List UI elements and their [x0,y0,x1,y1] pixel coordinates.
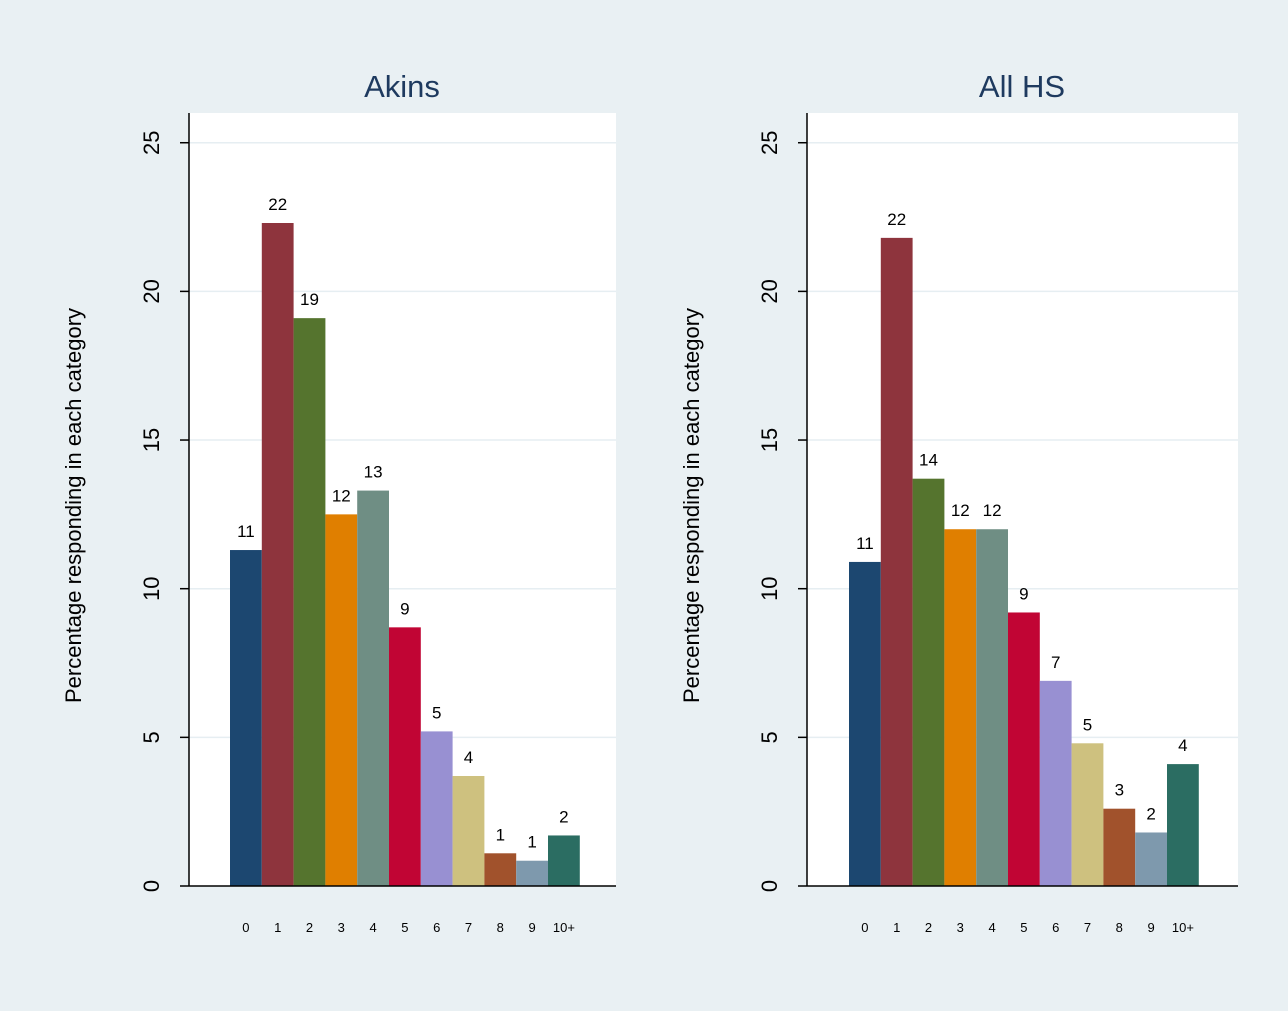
y-tick-label: 25 [139,130,164,154]
bar-2 [912,478,945,886]
bar-2 [293,318,326,886]
x-tick-label: 7 [1084,920,1091,935]
y-tick-label: 20 [139,279,164,303]
y-axis-label: Percentage responding in each category [679,308,704,703]
bar-1 [261,223,294,886]
y-tick-label: 0 [139,880,164,892]
data-label: 11 [856,534,874,553]
data-label: 2 [1146,804,1155,823]
bar-6 [1039,680,1072,886]
data-label: 12 [332,486,351,505]
x-tick-label: 9 [1147,920,1154,935]
x-tick-label: 0 [242,920,249,935]
chart-panel-1: Akins Percentage responding in each categ… [61,69,616,935]
y-tick-label: 20 [757,279,782,303]
data-label: 9 [1019,584,1028,603]
x-tick-label: 1 [274,920,281,935]
y-tick-label: 5 [139,731,164,743]
y-tick-label: 0 [757,880,782,892]
y-tick-label: 10 [757,576,782,600]
chart-panel-2: All HS Percentage responding in each cate… [679,69,1238,935]
data-label: 14 [919,451,938,470]
chart-title: All HS [979,69,1065,104]
data-label: 1 [527,833,536,852]
bar-6 [420,731,453,886]
bar-4 [357,490,389,886]
x-tick-label: 3 [957,920,964,935]
x-tick-label: 8 [497,920,504,935]
y-tick-label: 25 [757,130,782,154]
data-label: 7 [1051,653,1060,672]
bar-10+ [548,835,580,886]
data-label: 2 [559,807,568,826]
bar-9 [1135,832,1167,886]
data-label: 5 [1083,715,1092,734]
chart-panels: Akins Percentage responding in each categ… [61,69,1238,935]
x-tick-label: 0 [861,920,868,935]
bar-1 [880,237,913,886]
bar-8 [1103,808,1136,886]
y-axis-label: Percentage responding in each category [61,308,86,703]
x-tick-label: 2 [925,920,932,935]
bar-9 [516,860,548,886]
data-label: 5 [432,703,441,722]
x-tick-label: 6 [433,920,440,935]
bar-5 [1008,612,1040,886]
x-tick-label: 4 [369,920,376,935]
bar-7 [1071,743,1104,886]
x-tick-label: 5 [1020,920,1027,935]
data-label: 13 [364,463,383,482]
x-tick-label: 2 [306,920,313,935]
bar-7 [452,775,485,886]
bar-10+ [1167,764,1199,886]
data-label: 4 [1178,736,1187,755]
data-label: 11 [237,522,255,541]
data-label: 22 [887,210,906,229]
bar-4 [976,529,1008,886]
y-tick-label: 15 [757,428,782,452]
data-label: 12 [951,501,970,520]
y-tick-label: 10 [139,576,164,600]
bar-3 [944,529,977,886]
x-tick-label: 6 [1052,920,1059,935]
y-tick-label: 5 [757,731,782,743]
x-tick-label: 5 [401,920,408,935]
data-label: 4 [464,748,473,767]
x-tick-label: 10+ [1172,920,1194,935]
x-tick-label: 4 [988,920,995,935]
chart-title: Akins [364,69,440,104]
bar-3 [325,514,358,886]
x-tick-label: 1 [893,920,900,935]
bar-0 [230,550,262,886]
data-label: 3 [1115,781,1124,800]
bar-5 [389,627,421,886]
x-tick-label: 9 [528,920,535,935]
data-label: 9 [400,599,409,618]
x-tick-label: 7 [465,920,472,935]
bar-8 [484,853,517,886]
data-label: 12 [983,501,1002,520]
bar-0 [849,561,881,886]
data-label: 1 [496,825,505,844]
y-tick-label: 15 [139,428,164,452]
data-label: 19 [300,290,319,309]
x-tick-label: 10+ [553,920,575,935]
x-tick-label: 8 [1116,920,1123,935]
data-label: 22 [268,195,287,214]
x-tick-label: 3 [338,920,345,935]
